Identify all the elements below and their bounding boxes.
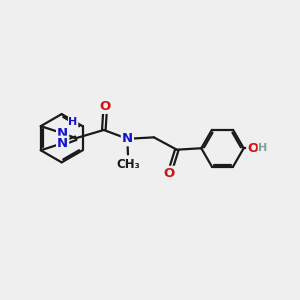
Text: H: H — [258, 143, 267, 153]
Text: CH₃: CH₃ — [116, 158, 140, 171]
Text: O: O — [100, 100, 111, 113]
Text: H: H — [68, 117, 78, 127]
Text: O: O — [164, 167, 175, 180]
Text: N: N — [57, 137, 68, 150]
Text: N: N — [122, 132, 133, 145]
Text: N: N — [57, 127, 68, 140]
Text: O: O — [247, 142, 258, 155]
